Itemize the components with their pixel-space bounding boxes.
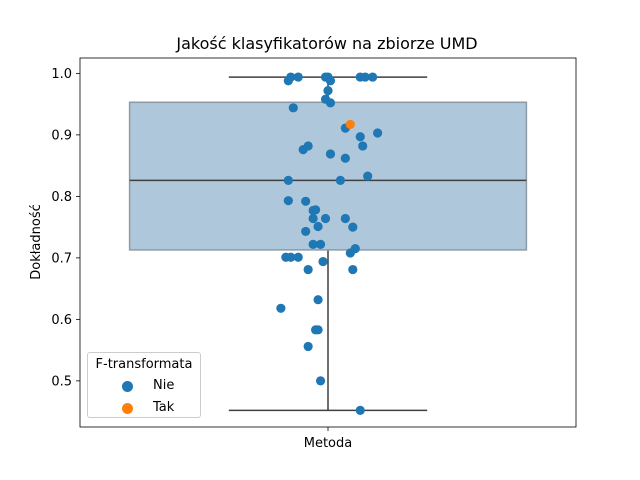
point-nie-33: [301, 226, 311, 237]
point-nie-30: [340, 213, 350, 224]
y-tick-label-4: 0.9: [51, 128, 72, 143]
point-nie-39: [286, 252, 296, 262]
y-tick-label-2: 0.7: [51, 251, 72, 266]
point-nie-25: [301, 196, 311, 206]
point-nie-9: [323, 85, 333, 96]
point-nie-18: [358, 141, 368, 151]
point-nie-7: [360, 72, 370, 82]
point-nie-19: [325, 149, 336, 159]
point-nie-41: [318, 256, 328, 267]
x-axis: Metoda: [304, 427, 352, 451]
point-nie-24: [283, 196, 293, 206]
point-nie-28: [308, 213, 318, 224]
point-nie-1: [293, 72, 303, 82]
y-tick-label-3: 0.8: [51, 190, 72, 205]
point-nie-43: [348, 264, 358, 275]
y-tick-label-5: 1.0: [51, 67, 72, 82]
point-nie-47: [313, 325, 323, 335]
iqr-box: [128, 101, 528, 251]
point-nie-48: [303, 341, 313, 352]
chart-title: Jakość klasyfikatorów na zbiorze UMD: [175, 34, 477, 53]
point-tak-0: [345, 119, 355, 130]
point-nie-35: [315, 239, 326, 249]
point-nie-21: [363, 171, 373, 181]
legend-marker-nie: [122, 381, 133, 392]
point-nie-37: [345, 248, 355, 258]
point-nie-23: [335, 175, 345, 185]
point-nie-42: [303, 264, 313, 275]
point-nie-20: [340, 153, 350, 163]
y-tick-label-1: 0.6: [51, 313, 72, 328]
point-nie-31: [313, 221, 323, 232]
y-axis: 0.5 0.6 0.7 0.8 0.9 1.0: [51, 67, 80, 389]
point-nie-15: [355, 132, 365, 142]
point-nie-8: [368, 72, 378, 82]
x-tick-label-0: Metoda: [304, 436, 352, 451]
legend-label-tak: Tak: [153, 400, 175, 415]
point-nie-32: [348, 222, 358, 232]
strip-points: [276, 72, 383, 415]
legend-title: F-transformata: [95, 357, 193, 372]
legend-marker-tak: [122, 403, 133, 414]
legend: F-transformata Nie Tak: [87, 352, 201, 418]
point-nie-14: [373, 128, 383, 138]
point-nie-2: [283, 76, 293, 86]
point-nie-45: [276, 303, 286, 313]
point-nie-40: [293, 252, 303, 262]
point-nie-22: [283, 175, 293, 185]
y-tick-label-0: 0.5: [51, 374, 72, 389]
point-nie-11: [325, 98, 336, 108]
y-axis-label: Dokładność: [29, 204, 44, 280]
point-nie-17: [298, 145, 308, 155]
legend-label-nie: Nie: [153, 378, 175, 393]
point-nie-50: [355, 405, 365, 415]
point-nie-49: [315, 376, 326, 386]
point-nie-12: [288, 103, 298, 113]
point-nie-29: [320, 213, 331, 224]
point-nie-5: [325, 76, 336, 86]
point-nie-44: [313, 295, 323, 305]
point-nie-34: [308, 239, 318, 249]
point-nie-27: [308, 205, 318, 216]
